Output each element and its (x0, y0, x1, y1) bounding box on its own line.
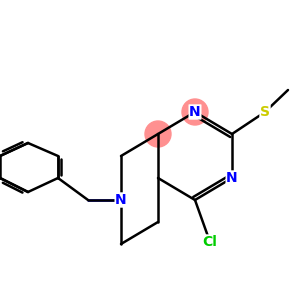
Text: N: N (115, 193, 127, 207)
Circle shape (145, 121, 171, 147)
Text: S: S (260, 105, 270, 119)
Circle shape (182, 99, 208, 125)
Text: N: N (226, 171, 238, 185)
Text: N: N (189, 105, 201, 119)
Text: Cl: Cl (202, 235, 217, 249)
